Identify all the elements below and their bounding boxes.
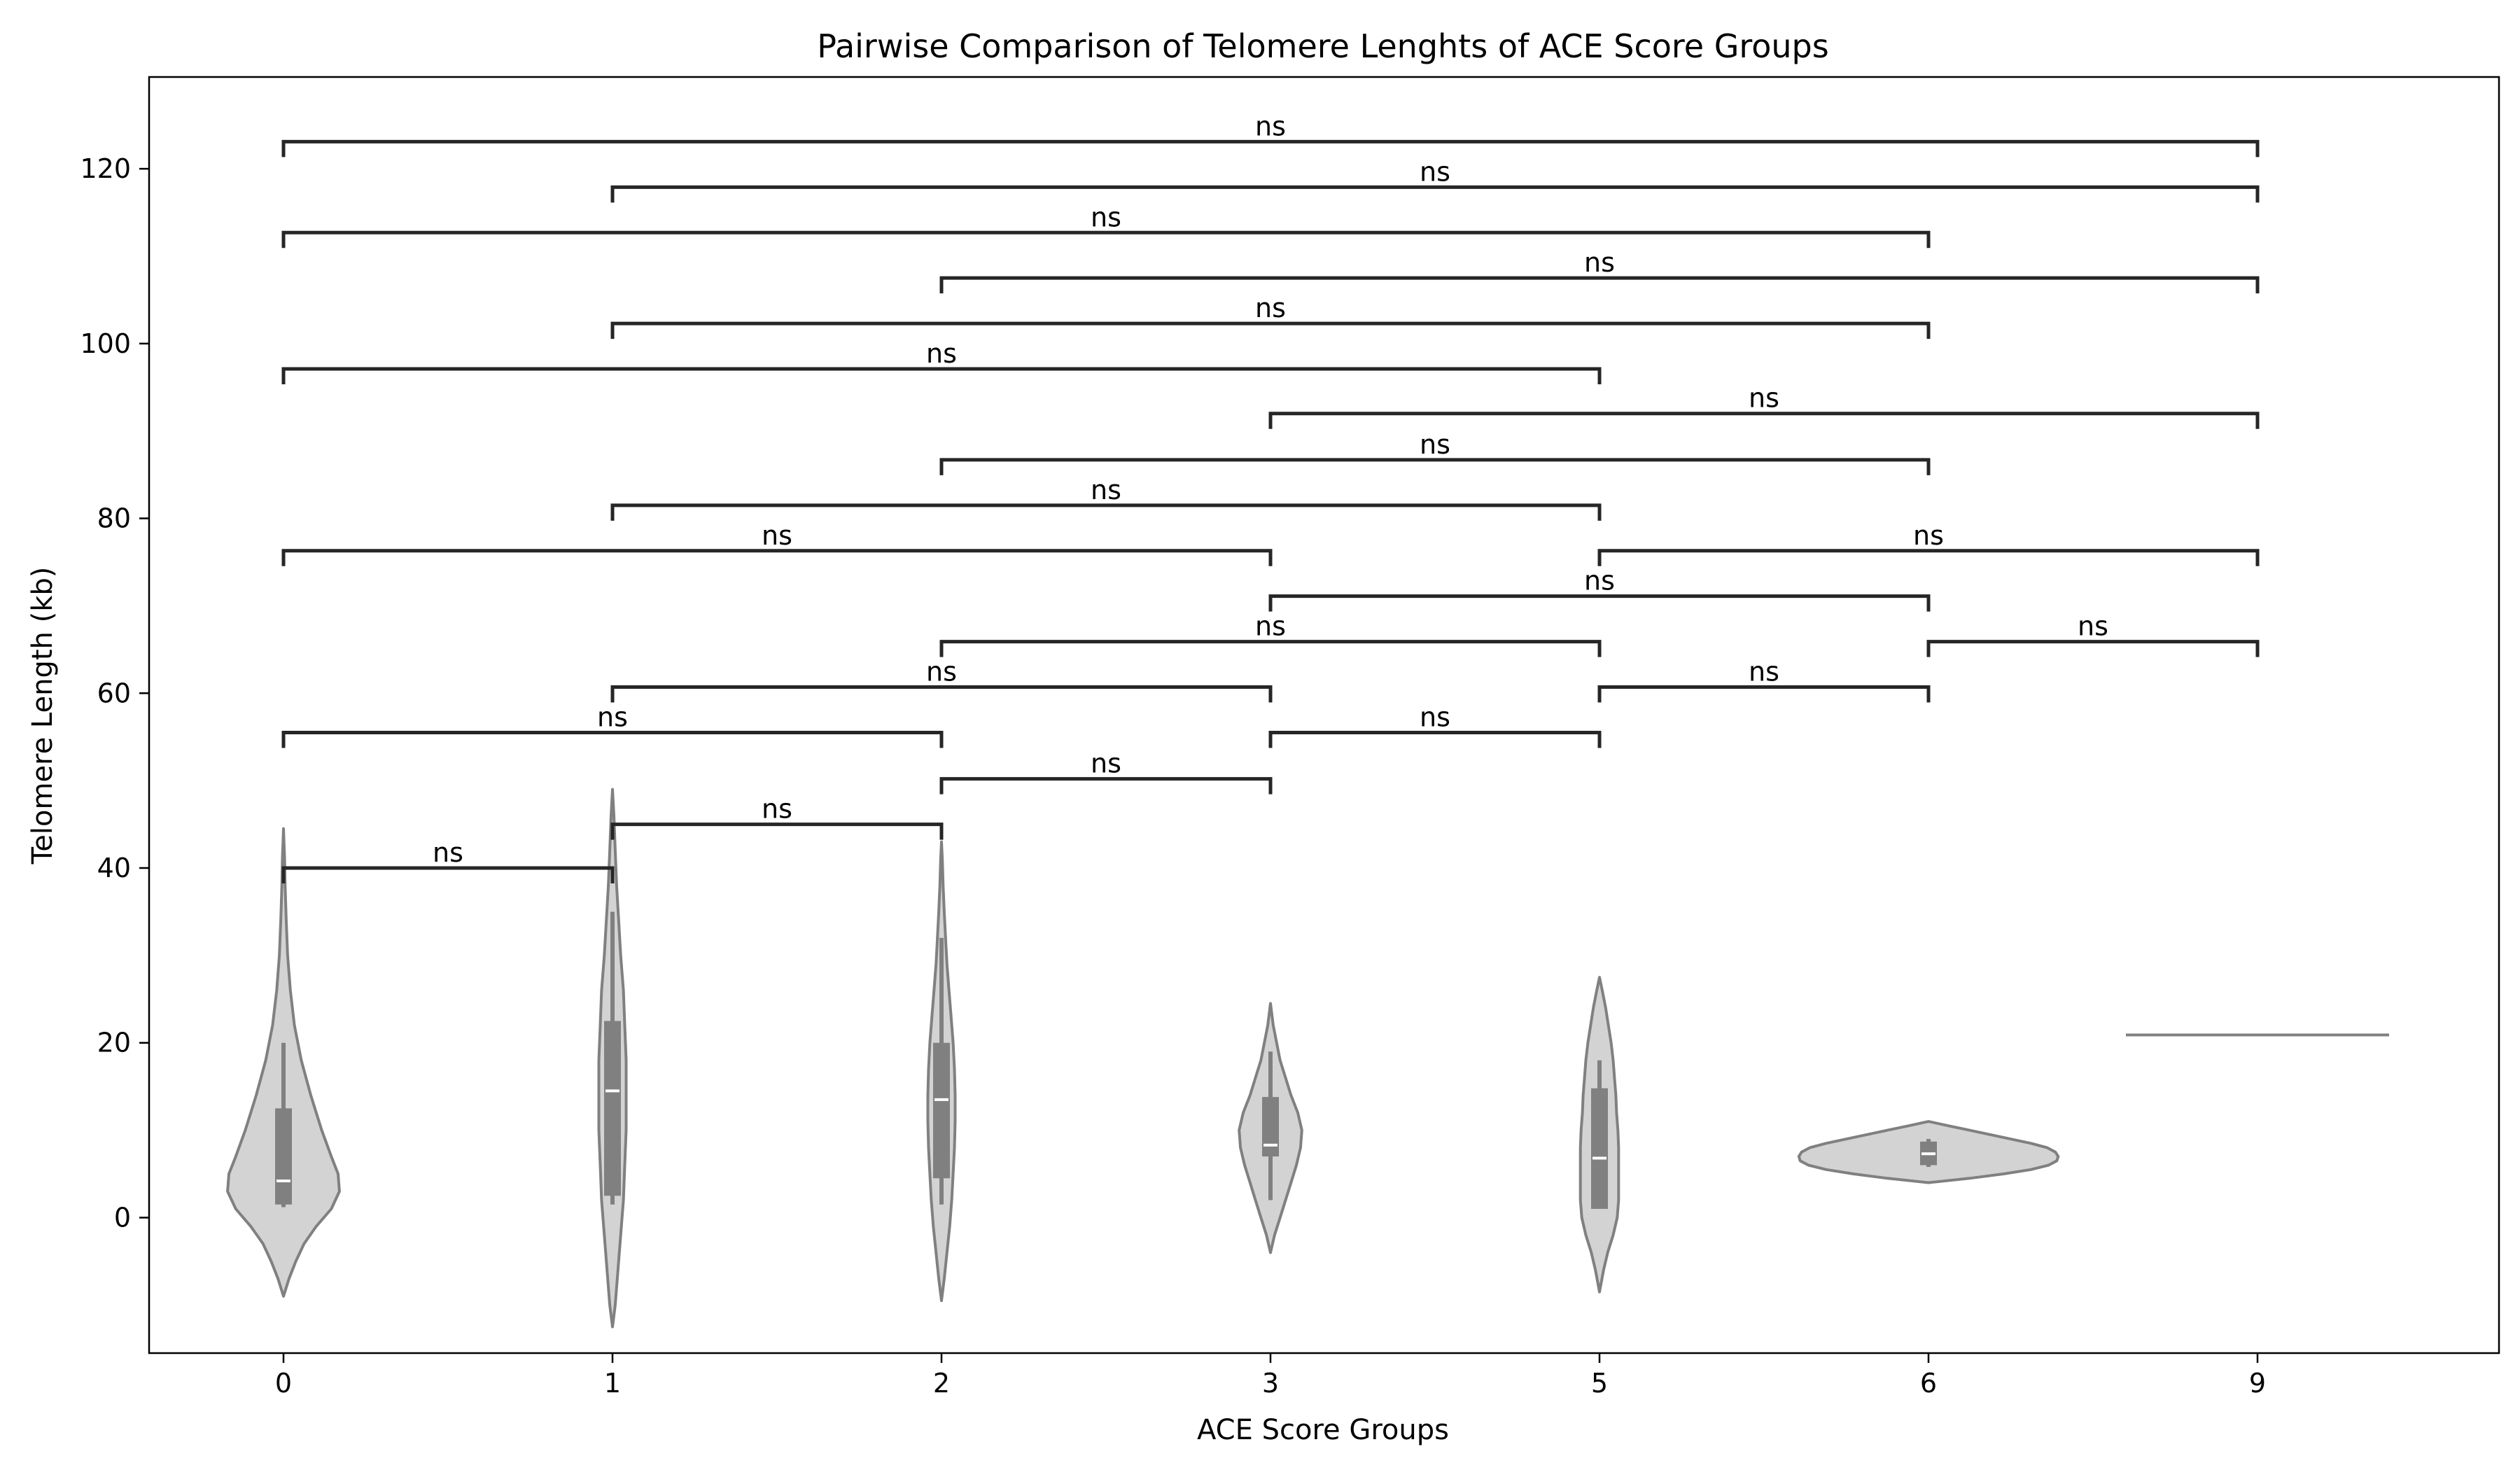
comparison-3-vs-5: ns [1268,701,1602,748]
comparison-1-vs-3: ns [610,657,1273,703]
y-tick-label-100: 100 [80,328,131,359]
x-tick-label-9: 9 [2249,1368,2266,1399]
comparison-5-vs-9-label: ns [1913,520,1944,551]
comparison-2-vs-3-label: ns [1091,748,1121,779]
box-group-5 [1591,1088,1608,1209]
comparison-0-vs-3-bracket [281,549,1273,566]
violin-group-6 [1797,1120,2060,1184]
comparison-0-vs-1-bracket [281,866,615,884]
axes-frame [148,76,2500,1354]
comparison-1-vs-2-bracket [610,822,944,840]
comparison-2-vs-9-bracket [939,276,2260,294]
comparison-3-vs-9-bracket [1268,412,2260,429]
comparison-5-vs-9-bracket [1597,549,2260,566]
comparison-5-vs-9: ns [1597,520,2260,566]
comparison-3-vs-5-label: ns [1420,701,1450,732]
y-tick-label-80: 80 [97,503,131,534]
comparison-0-vs-6-bracket [281,230,1931,248]
comparison-1-vs-9-bracket [610,185,2260,203]
comparison-3-vs-5-bracket [1268,730,1602,748]
comparison-2-vs-9: ns [939,247,2260,294]
comparison-2-vs-6: ns [939,429,1931,475]
x-tick-label-5: 5 [1591,1368,1608,1399]
comparison-2-vs-5: ns [939,611,1602,657]
comparison-2-vs-6-label: ns [1420,429,1450,460]
box-group-3 [1262,1097,1279,1157]
comparison-0-vs-9-label: ns [1255,111,1286,141]
comparison-0-vs-2-bracket [281,730,944,748]
comparison-0-vs-3: ns [281,520,1273,566]
comparison-2-vs-3-bracket [939,777,1273,794]
comparison-0-vs-5-label: ns [926,338,957,369]
x-axis-ticks: 0 1 2 3 5 6 9 [275,1353,2266,1399]
box-group-1 [604,1021,621,1196]
comparison-0-vs-1-label: ns [433,837,463,868]
comparison-1-vs-5: ns [610,475,1602,521]
x-tick-label-1: 1 [604,1368,621,1399]
comparison-1-vs-6-bracket [610,321,1931,340]
x-tick-label-6: 6 [1920,1368,1937,1399]
comparison-2-vs-9-label: ns [1584,247,1615,278]
comparison-0-vs-9: ns [281,111,2260,158]
x-tick-label-0: 0 [275,1368,292,1399]
comparison-2-vs-6-bracket [939,458,1931,475]
y-tick-label-40: 40 [97,853,131,883]
y-axis-label: Telomere Length (kb) [27,567,59,865]
comparison-1-vs-3-label: ns [926,657,957,687]
y-tick-label-20: 20 [97,1028,131,1058]
comparison-1-vs-6-label: ns [1255,293,1286,323]
violin-group-2 [926,840,957,1303]
y-tick-label-60: 60 [97,678,131,708]
comparison-2-vs-5-bracket [939,640,1602,657]
comparison-2-vs-3: ns [939,748,1273,794]
comparison-1-vs-6: ns [610,293,1931,340]
comparison-1-vs-2-label: ns [762,794,792,825]
comparison-0-vs-1: ns [281,837,615,884]
comparison-1-vs-2: ns [610,794,944,840]
violin-group-0 [226,827,341,1298]
comparison-1-vs-9: ns [610,156,2260,203]
x-tick-label-3: 3 [1262,1368,1279,1399]
comparison-5-vs-6: ns [1597,657,1931,703]
comparison-5-vs-6-label: ns [1749,657,1779,687]
violin-group-3 [1238,1002,1303,1254]
comparison-0-vs-5-bracket [281,367,1602,385]
comparison-3-vs-9: ns [1268,383,2260,429]
comparison-3-vs-6: ns [1268,566,1931,612]
chart-title: Pairwise Comparison of Telomere Lenghts … [817,27,1828,65]
violin-layer [226,788,2389,1329]
comparison-5-vs-6-bracket [1597,685,1931,703]
comparison-2-vs-5-label: ns [1255,611,1286,642]
comparison-3-vs-6-bracket [1268,594,1931,612]
plot-area: ns ns ns ns ns ns ns ns ns ns ns ns ns ns ns ns ns ns ns ns… [80,76,2500,1399]
y-axis-ticks: 0 20 40 60 80 100 120 [80,153,149,1233]
comparison-6-vs-9-label: ns [2078,611,2108,642]
comparison-1-vs-3-bracket [610,685,1273,703]
violin-group-1 [597,788,628,1329]
comparison-6-vs-9: ns [1926,611,2260,657]
box-group-0 [275,1108,292,1205]
comparison-0-vs-2-label: ns [597,701,628,732]
comparison-0-vs-9-bracket [281,139,2260,158]
comparison-6-vs-9-bracket [1926,640,2260,657]
comparison-0-vs-5: ns [281,338,1602,385]
y-tick-label-0: 0 [114,1202,131,1233]
comparison-0-vs-6-label: ns [1091,202,1121,232]
y-tick-label-120: 120 [80,153,131,184]
x-axis-label: ACE Score Groups [1197,1414,1449,1446]
comparison-3-vs-9-label: ns [1749,383,1779,414]
comparison-0-vs-6: ns [281,202,1931,248]
comparison-0-vs-2: ns [281,701,944,748]
violin-group-5 [1578,976,1620,1294]
comparison-1-vs-9-label: ns [1420,156,1450,187]
comparison-0-vs-3-label: ns [762,520,792,551]
comparison-1-vs-5-label: ns [1091,475,1121,505]
box-group-2 [933,1042,950,1179]
comparison-3-vs-6-label: ns [1584,566,1615,596]
comparison-1-vs-5-bracket [610,503,1602,521]
comparison-bracket-layer: ns ns ns ns ns ns ns ns ns ns ns ns ns ns ns ns ns ns ns ns… [281,111,2260,884]
x-tick-label-2: 2 [933,1368,950,1399]
